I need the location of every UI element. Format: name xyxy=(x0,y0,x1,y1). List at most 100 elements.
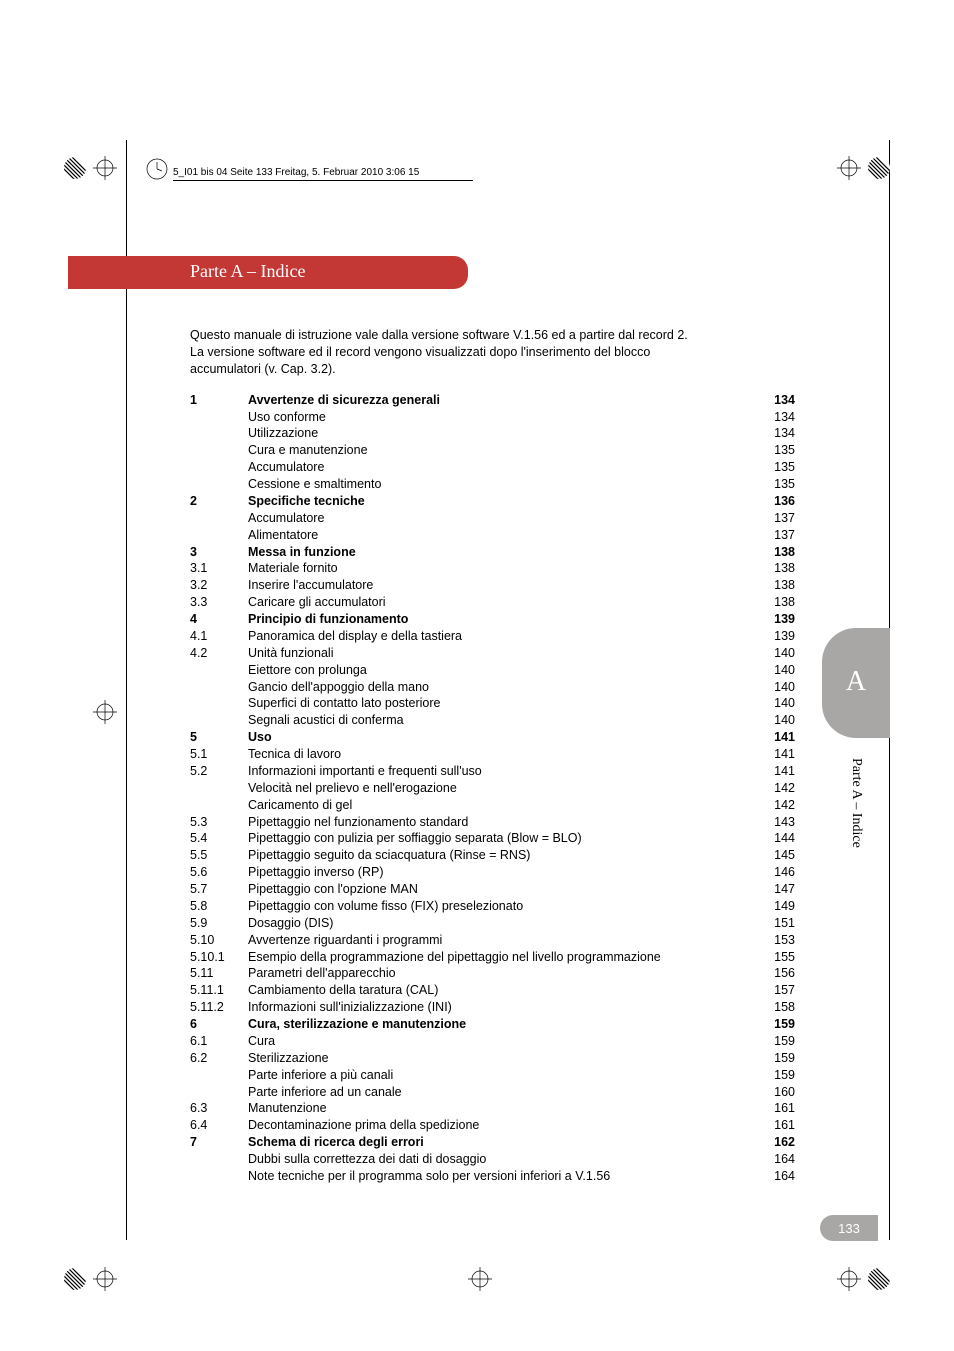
reg-mark-graphic xyxy=(93,1267,117,1291)
toc-entry-label: Accumulatore xyxy=(248,510,324,527)
toc-row: 4.2Unità funzionali140 xyxy=(190,645,795,662)
toc-entry-page: 139 xyxy=(774,628,795,645)
toc-entry-label: Pipettaggio con l'opzione MAN xyxy=(248,881,418,898)
toc-entry-label: Avvertenze di sicurezza generali xyxy=(248,392,440,409)
toc-entry-page: 136 xyxy=(774,493,795,510)
toc-entry-page: 140 xyxy=(774,695,795,712)
toc-row: Caricamento di gel 142 xyxy=(190,797,795,814)
toc-entry-label: Cura e manutenzione xyxy=(248,442,368,459)
reg-mark-graphic xyxy=(93,156,117,180)
side-tab: A xyxy=(822,628,890,738)
section-title: Parte A – Indice xyxy=(68,256,468,289)
toc-entry-label: Parametri dell'apparecchio xyxy=(248,965,396,982)
toc-entry-number: 6.2 xyxy=(190,1050,248,1067)
toc-row: Cura e manutenzione 135 xyxy=(190,442,795,459)
toc-entry-label: Esempio della programmazione del pipetta… xyxy=(248,949,661,966)
page-number: 133 xyxy=(820,1215,878,1241)
toc-entry-page: 139 xyxy=(774,611,795,628)
toc-entry-label: Tecnica di lavoro xyxy=(248,746,341,763)
stripe-circle-icon xyxy=(867,1267,891,1291)
stripe-circle-icon xyxy=(867,156,891,180)
toc-entry-page: 147 xyxy=(774,881,795,898)
toc-row: 6.3Manutenzione161 xyxy=(190,1100,795,1117)
toc-row: 6Cura, sterilizzazione e manutenzione 15… xyxy=(190,1016,795,1033)
toc-row: 5.3Pipettaggio nel funzionamento standar… xyxy=(190,814,795,831)
toc-entry-number: 5.10 xyxy=(190,932,248,949)
toc-entry-label: Specifiche tecniche xyxy=(248,493,365,510)
toc-entry-label: Schema di ricerca degli errori xyxy=(248,1134,424,1151)
toc-entry-label: Informazioni importanti e frequenti sull… xyxy=(248,763,482,780)
toc-entry-page: 140 xyxy=(774,662,795,679)
toc-entry-page: 146 xyxy=(774,864,795,881)
table-of-contents: 1Avvertenze di sicurezza generali 134Uso… xyxy=(190,392,795,1185)
toc-row: 5.5Pipettaggio seguito da sciacquatura (… xyxy=(190,847,795,864)
toc-entry-label: Informazioni sull'inizializzazione (INI) xyxy=(248,999,452,1016)
toc-row: 3Messa in funzione 138 xyxy=(190,544,795,561)
stripe-circle-icon xyxy=(63,1267,87,1291)
toc-entry-number: 6.1 xyxy=(190,1033,248,1050)
reg-mark-graphic xyxy=(837,1267,861,1291)
toc-entry-label: Segnali acustici di conferma xyxy=(248,712,404,729)
toc-entry-page: 149 xyxy=(774,898,795,915)
toc-entry-label: Parte inferiore ad un canale xyxy=(248,1084,402,1101)
toc-row: Cessione e smaltimento 135 xyxy=(190,476,795,493)
toc-entry-page: 143 xyxy=(774,814,795,831)
intro-paragraph: Questo manuale di istruzione vale dalla … xyxy=(190,327,795,378)
toc-entry-label: Cura xyxy=(248,1033,275,1050)
toc-row: Alimentatore 137 xyxy=(190,527,795,544)
toc-entry-page: 151 xyxy=(774,915,795,932)
toc-entry-page: 153 xyxy=(774,932,795,949)
toc-entry-number: 5.7 xyxy=(190,881,248,898)
toc-row: 6.4Decontaminazione prima della spedizio… xyxy=(190,1117,795,1134)
toc-entry-number: 5.4 xyxy=(190,830,248,847)
toc-entry-label: Eiettore con prolunga xyxy=(248,662,367,679)
toc-entry-label: Dubbi sulla correttezza dei dati di dosa… xyxy=(248,1151,486,1168)
page-header-text: 5_I01 bis 04 Seite 133 Freitag, 5. Febru… xyxy=(173,167,473,181)
toc-row: Utilizzazione 134 xyxy=(190,425,795,442)
toc-row: 5.10Avvertenze riguardanti i programmi 1… xyxy=(190,932,795,949)
toc-row: 5.11.2Informazioni sull'inizializzazione… xyxy=(190,999,795,1016)
toc-entry-label: Superfici di contatto lato posteriore xyxy=(248,695,440,712)
toc-entry-page: 138 xyxy=(774,577,795,594)
toc-entry-label: Cambiamento della taratura (CAL) xyxy=(248,982,438,999)
toc-row: 5.1Tecnica di lavoro 141 xyxy=(190,746,795,763)
toc-entry-label: Pipettaggio nel funzionamento standard xyxy=(248,814,468,831)
toc-entry-page: 158 xyxy=(774,999,795,1016)
toc-entry-page: 134 xyxy=(774,409,795,426)
toc-entry-label: Messa in funzione xyxy=(248,544,356,561)
clock-icon xyxy=(145,157,169,181)
toc-entry-label: Utilizzazione xyxy=(248,425,318,442)
toc-entry-page: 157 xyxy=(774,982,795,999)
toc-entry-page: 164 xyxy=(774,1151,795,1168)
toc-entry-number: 6.3 xyxy=(190,1100,248,1117)
toc-entry-label: Cessione e smaltimento xyxy=(248,476,381,493)
toc-entry-number: 7 xyxy=(190,1134,248,1151)
toc-entry-label: Accumulatore xyxy=(248,459,324,476)
toc-entry-label: Manutenzione xyxy=(248,1100,327,1117)
toc-entry-page: 141 xyxy=(774,763,795,780)
toc-entry-number: 5 xyxy=(190,729,248,746)
toc-entry-page: 137 xyxy=(774,510,795,527)
toc-entry-page: 134 xyxy=(774,425,795,442)
toc-entry-page: 161 xyxy=(774,1117,795,1134)
toc-entry-label: Materiale fornito xyxy=(248,560,338,577)
toc-entry-page: 135 xyxy=(774,476,795,493)
toc-entry-page: 141 xyxy=(774,746,795,763)
toc-row: Dubbi sulla correttezza dei dati di dosa… xyxy=(190,1151,795,1168)
toc-entry-page: 159 xyxy=(774,1050,795,1067)
toc-entry-label: Panoramica del display e della tastiera xyxy=(248,628,462,645)
toc-entry-number: 5.5 xyxy=(190,847,248,864)
toc-entry-label: Sterilizzazione xyxy=(248,1050,329,1067)
toc-entry-number: 4 xyxy=(190,611,248,628)
toc-entry-label: Parte inferiore a più canali xyxy=(248,1067,393,1084)
toc-entry-page: 162 xyxy=(774,1134,795,1151)
toc-entry-label: Pipettaggio con pulizia per soffiaggio s… xyxy=(248,830,582,847)
toc-row: Gancio dell'appoggio della mano 140 xyxy=(190,679,795,696)
intro-line: accumulatori (v. Cap. 3.2). xyxy=(190,361,795,378)
toc-entry-label: Cura, sterilizzazione e manutenzione xyxy=(248,1016,466,1033)
toc-row: 4.1Panoramica del display e della tastie… xyxy=(190,628,795,645)
toc-row: 3.2Inserire l'accumulatore138 xyxy=(190,577,795,594)
toc-entry-number: 5.8 xyxy=(190,898,248,915)
toc-row: 6.1Cura159 xyxy=(190,1033,795,1050)
toc-entry-label: Gancio dell'appoggio della mano xyxy=(248,679,429,696)
